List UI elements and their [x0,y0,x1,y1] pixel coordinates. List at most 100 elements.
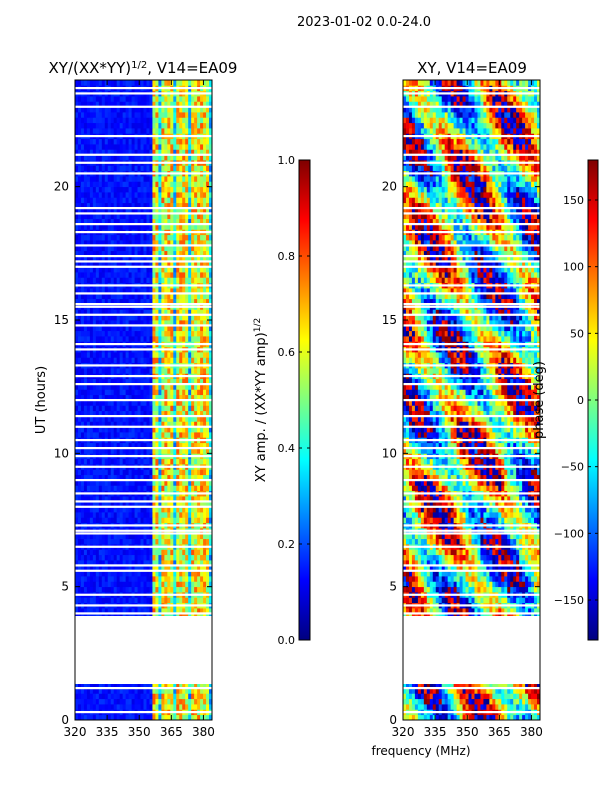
heatmap-cell [75,416,79,422]
heatmap-cell [101,245,106,252]
heatmap-cell [107,192,112,198]
heatmap-cell [80,117,85,124]
heatmap-cell [155,234,159,241]
heatmap-cell [119,309,124,316]
heatmap-cell [188,400,192,406]
heatmap-cell [182,181,186,188]
heatmap-cell [119,213,124,220]
heatmap-cell [101,144,106,150]
heatmap-cell [206,181,210,188]
heatmap-cell [152,576,156,582]
heatmap-cell [125,181,130,188]
heatmap-cell [146,378,150,385]
heatmap-cell [101,378,106,385]
heatmap-cell [176,165,180,172]
heatmap-cell [200,192,204,198]
heatmap-cell [179,117,183,124]
heatmap-cell [86,496,91,502]
heatmap-cell [161,117,165,124]
heatmap-cell [179,496,183,502]
heatmap-cell [128,314,132,321]
heatmap-cell [140,336,144,342]
heatmap-cell [128,384,132,390]
heatmap-cell [89,234,94,241]
heatmap-cell [158,288,162,294]
heatmap-cell [116,122,121,129]
heatmap-cell [170,314,174,321]
heatmap-cell [89,122,94,129]
heatmap-cell [89,565,94,572]
heatmap-cell [200,384,204,390]
heatmap-cell [77,480,82,486]
heatmap-cell [149,378,153,385]
heatmap-cell [77,186,82,193]
heatmap-cell [170,149,174,156]
heatmap-cell [161,480,165,486]
heatmap-cell [176,224,180,230]
heatmap-cell [140,682,144,689]
heatmap-cell [164,378,168,385]
heatmap-cell [83,288,88,294]
heatmap-cell [119,448,124,454]
heatmap-cell [134,405,138,412]
heatmap-cell [206,368,210,374]
heatmap-cell [170,554,174,561]
heatmap-cell [101,122,106,129]
heatmap-cell [80,416,85,422]
heatmap-cell [113,186,118,193]
heatmap-cell [143,277,147,284]
heatmap-cell [107,554,112,561]
heatmap-cell [75,80,79,86]
heatmap-cell [89,474,94,481]
heatmap-cell [134,704,138,710]
heatmap-cell [161,688,165,694]
heatmap-cell [75,101,79,108]
heatmap-cell [194,277,198,284]
heatmap-cell [158,309,162,316]
heatmap-cell [83,250,88,257]
heatmap-cell [194,149,198,156]
heatmap-cell [146,560,150,566]
heatmap-cell [98,565,103,572]
heatmap-cell [182,400,186,406]
heatmap-cell [152,330,156,337]
heatmap-cell [176,410,180,417]
heatmap-cell [191,608,195,614]
heatmap-cell [170,565,174,572]
heatmap-cell [188,506,192,513]
heatmap-cell [125,357,130,364]
heatmap-cell [206,112,210,118]
heatmap-cell [152,533,156,540]
heatmap-cell [128,474,132,481]
heatmap-cell [92,410,97,417]
heatmap-cell [80,688,85,694]
heatmap-cell [179,586,183,593]
heatmap-cell [89,320,94,326]
heatmap-cell [77,432,82,438]
heatmap-cell [137,506,141,513]
heatmap-cell [75,458,79,465]
heatmap-cell [197,714,201,721]
heatmap-cell [98,469,103,476]
heatmap-cell [86,96,91,102]
heatmap-cell [113,586,118,593]
heatmap-cell [89,266,94,273]
heatmap-cell [152,80,156,86]
heatmap-cell [185,176,189,182]
heatmap-cell [95,565,100,572]
heatmap-cell [122,474,127,481]
heatmap-cell [167,400,171,406]
heatmap-cell [194,96,198,102]
heatmap-cell [173,378,177,385]
heatmap-cell [206,442,210,449]
heatmap-cell [101,208,106,214]
heatmap-cell [110,202,115,209]
heatmap-cell [86,448,91,454]
heatmap-cell [101,458,106,465]
heatmap-cell [161,597,165,604]
heatmap-cell [149,181,153,188]
heatmap-cell [86,682,91,689]
heatmap-cell [182,266,186,273]
heatmap-cell [131,512,135,518]
heatmap-cell [197,128,201,134]
